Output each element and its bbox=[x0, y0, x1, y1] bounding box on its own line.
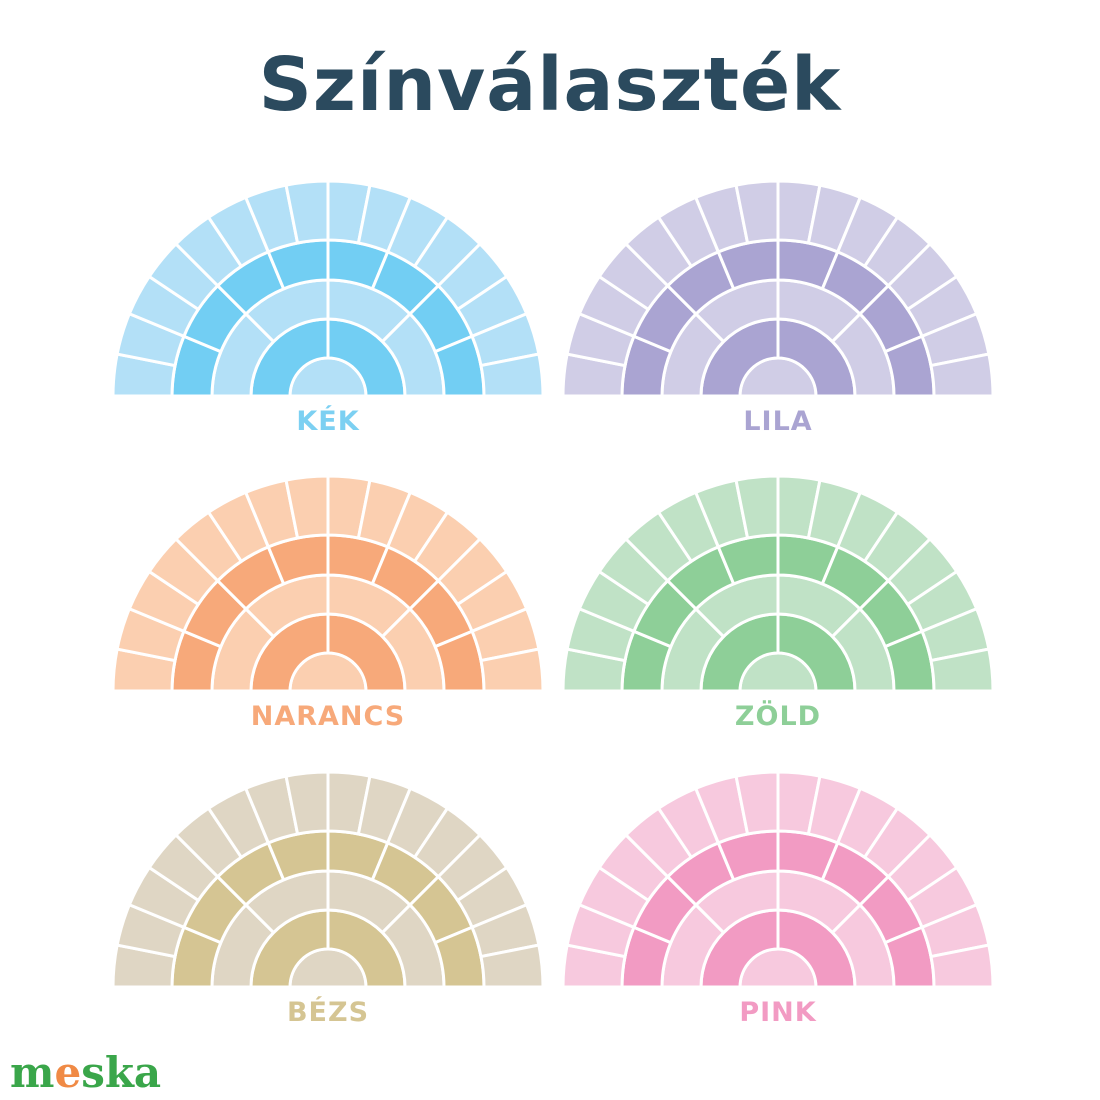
fan-swatch-lila bbox=[563, 181, 993, 396]
logo-part-2: ska bbox=[81, 1048, 162, 1097]
logo-accent-bird-e: e bbox=[54, 1048, 82, 1097]
fan-swatch-zöld bbox=[563, 476, 993, 691]
page-title: Színválaszték bbox=[258, 42, 842, 128]
fan-segment bbox=[929, 647, 993, 691]
fan-segment bbox=[929, 943, 993, 987]
fan-segment bbox=[929, 352, 993, 396]
logo-part-1: m bbox=[10, 1048, 55, 1097]
swatch-label-bézs: BÉZS bbox=[286, 997, 370, 1028]
fan-segment bbox=[479, 647, 543, 691]
meska-logo: meska bbox=[10, 1048, 161, 1097]
fan-swatch-kék bbox=[113, 181, 543, 396]
swatch-label-lila: LILA bbox=[743, 406, 813, 437]
swatch-label-narancs: NARANCS bbox=[250, 701, 406, 732]
fan-swatch-narancs bbox=[113, 476, 543, 691]
fan-swatch-pink bbox=[563, 772, 993, 987]
fan-segment bbox=[479, 943, 543, 987]
swatch-label-zöld: ZÖLD bbox=[734, 701, 822, 732]
fan-segment bbox=[479, 352, 543, 396]
fan-swatch-bézs bbox=[113, 772, 543, 987]
swatch-label-kék: KÉK bbox=[296, 406, 360, 437]
swatch-label-pink: PINK bbox=[739, 997, 817, 1028]
